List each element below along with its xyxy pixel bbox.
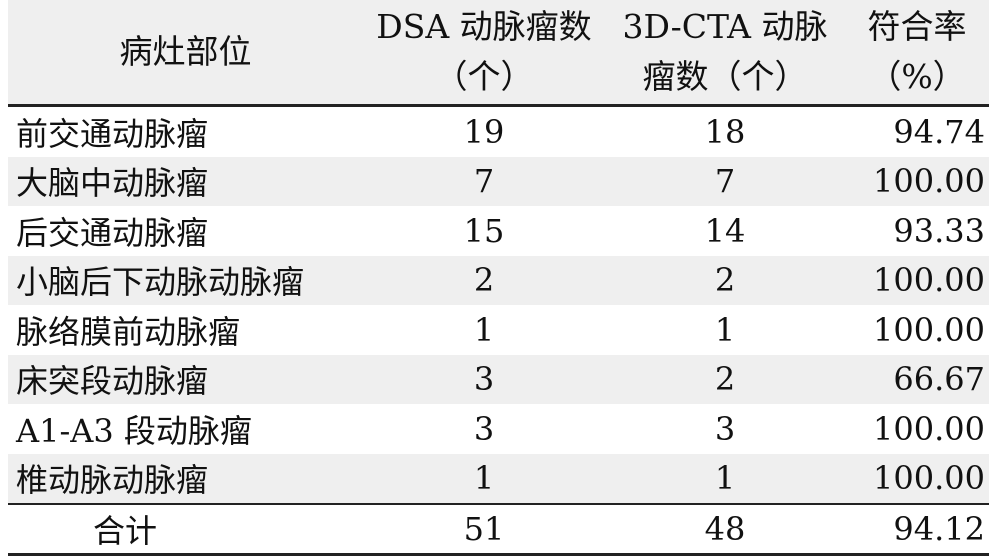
cell-total-cta: 48 [704, 510, 746, 548]
header-cta-line1: 3D-CTA 动脉 [622, 7, 828, 46]
cell-rate: 94.74 [893, 112, 985, 151]
header-rate-line1: 符合率 [867, 7, 967, 46]
table-row: 后交通动脉瘤 15 14 93.33 [8, 206, 989, 256]
table-row: 脉络膜前动脉瘤 1 1 100.00 [8, 305, 989, 355]
header-lesion-site: 病灶部位 [8, 0, 363, 104]
cell-rate: 93.33 [893, 211, 985, 250]
cell-rate: 100.00 [873, 162, 985, 201]
cell-site: 脉络膜前动脉瘤 [16, 312, 241, 351]
cell-cta: 2 [714, 360, 736, 399]
cell-dsa: 7 [473, 162, 495, 201]
cell-site: 椎动脉动脉瘤 [16, 461, 209, 500]
cell-cta: 14 [704, 211, 746, 250]
cell-dsa: 19 [463, 112, 505, 151]
cell-dsa: 1 [473, 310, 495, 349]
cell-dsa: 1 [473, 459, 495, 498]
header-dsa-line1: DSA 动脉瘤数 [376, 7, 592, 46]
cell-dsa: 3 [473, 409, 495, 448]
header-lesion-site-label: 病灶部位 [119, 32, 252, 71]
table-total-row: 合计 51 48 94.12 [8, 503, 989, 556]
header-agreement-rate: 符合率 （%） [845, 0, 989, 104]
cell-cta: 18 [704, 112, 746, 151]
cell-cta: 3 [714, 409, 736, 448]
cell-dsa: 2 [473, 261, 495, 300]
cell-cta: 1 [714, 459, 736, 498]
cell-site: 小脑后下动脉动脉瘤 [16, 263, 305, 302]
cell-dsa: 3 [473, 360, 495, 399]
cell-cta: 7 [714, 162, 736, 201]
cell-total-dsa: 51 [463, 510, 505, 548]
cell-site: 前交通动脉瘤 [16, 114, 209, 153]
cell-site: A1-A3 段动脉瘤 [16, 411, 252, 450]
cell-total-rate: 94.12 [893, 510, 985, 548]
cell-site: 大脑中动脉瘤 [16, 164, 209, 203]
header-dsa-count: DSA 动脉瘤数 （个） [363, 0, 605, 104]
cell-cta: 1 [714, 310, 736, 349]
table-header: 病灶部位 DSA 动脉瘤数 （个） 3D-CTA 动脉 瘤数（个） 符合率 （%… [8, 0, 989, 107]
cell-rate: 100.00 [873, 409, 985, 448]
cell-cta: 2 [714, 261, 736, 300]
table-row: 大脑中动脉瘤 7 7 100.00 [8, 156, 989, 206]
table-row: 椎动脉动脉瘤 1 1 100.00 [8, 453, 989, 503]
cell-total-label: 合计 [93, 512, 158, 550]
header-cta-count: 3D-CTA 动脉 瘤数（个） [605, 0, 845, 104]
header-rate-line2: （%） [868, 57, 966, 96]
cell-rate: 100.00 [873, 261, 985, 300]
table-row: 床突段动脉瘤 3 2 66.67 [8, 354, 989, 404]
header-cta-line2: 瘤数（个） [642, 57, 808, 96]
cell-rate: 66.67 [893, 360, 985, 399]
cell-rate: 100.00 [873, 310, 985, 349]
cell-site: 后交通动脉瘤 [16, 213, 209, 252]
table-row: 前交通动脉瘤 19 18 94.74 [8, 107, 989, 157]
cell-dsa: 15 [463, 211, 505, 250]
cell-site: 床突段动脉瘤 [16, 362, 209, 401]
comparison-table: 病灶部位 DSA 动脉瘤数 （个） 3D-CTA 动脉 瘤数（个） 符合率 （%… [8, 0, 989, 556]
header-dsa-line2: （个） [434, 57, 534, 96]
cell-rate: 100.00 [873, 459, 985, 498]
table-row: 小脑后下动脉动脉瘤 2 2 100.00 [8, 255, 989, 305]
table-row: A1-A3 段动脉瘤 3 3 100.00 [8, 404, 989, 454]
